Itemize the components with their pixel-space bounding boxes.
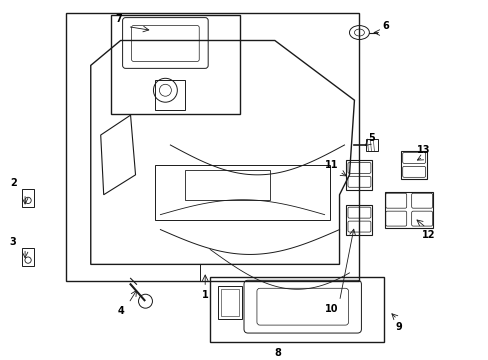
Text: 5: 5 bbox=[367, 133, 374, 143]
Text: 6: 6 bbox=[381, 21, 388, 31]
Text: 13: 13 bbox=[417, 145, 430, 155]
Text: 11: 11 bbox=[324, 160, 338, 170]
Text: 2: 2 bbox=[10, 178, 17, 188]
Text: 10: 10 bbox=[324, 304, 338, 314]
Text: 1: 1 bbox=[202, 290, 208, 300]
Text: 8: 8 bbox=[274, 348, 281, 358]
Text: 4: 4 bbox=[117, 306, 124, 316]
Text: 9: 9 bbox=[395, 322, 402, 332]
Text: 12: 12 bbox=[422, 230, 435, 239]
Text: 3: 3 bbox=[10, 237, 17, 247]
Text: 7: 7 bbox=[115, 14, 122, 24]
